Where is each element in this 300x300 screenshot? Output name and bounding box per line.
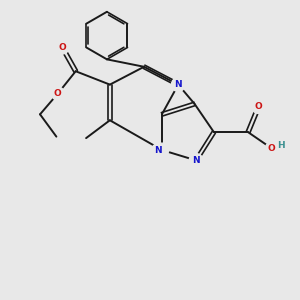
Text: N: N: [174, 80, 182, 89]
Circle shape: [56, 41, 69, 54]
Circle shape: [172, 78, 184, 91]
Text: O: O: [255, 102, 262, 111]
Circle shape: [190, 154, 202, 167]
Circle shape: [189, 154, 203, 167]
Text: O: O: [268, 144, 276, 153]
Text: H: H: [278, 141, 285, 150]
Text: O: O: [58, 43, 66, 52]
Circle shape: [152, 144, 164, 156]
Circle shape: [252, 100, 265, 113]
Circle shape: [171, 78, 185, 92]
Text: N: N: [154, 146, 162, 154]
Circle shape: [155, 143, 169, 157]
Circle shape: [51, 87, 64, 100]
Text: N: N: [192, 156, 200, 165]
Text: O: O: [54, 89, 62, 98]
Circle shape: [265, 142, 278, 155]
